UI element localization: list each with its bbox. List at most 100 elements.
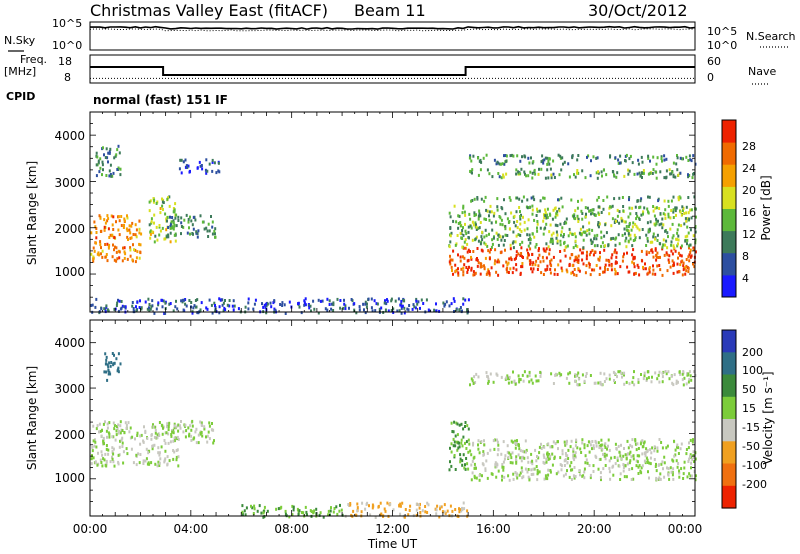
velocity-cell [518,447,521,451]
power-cell [135,308,138,312]
power-cell [191,311,194,315]
power-cell [627,232,630,236]
power-cell [132,307,135,310]
power-cell [200,164,203,167]
velocity-cell [620,443,622,447]
power-cell [655,176,658,180]
power-cell [95,174,98,178]
power-cell [694,250,697,254]
power-cell [521,240,524,244]
velocity-cell [589,443,592,447]
power-cell [263,303,266,307]
power-cell [470,255,472,259]
velocity-colorbar-frame [721,329,737,509]
power-cell [533,198,536,202]
power-cell [192,232,194,236]
velocity-cell [632,457,635,461]
power-cell [94,305,97,309]
velocity-cell [597,381,600,385]
power-cell [526,206,529,210]
power-cell [156,238,159,242]
velocity-cell [649,456,652,460]
velocity-cell [531,381,534,385]
power-cell [627,168,630,172]
power-cell [544,176,547,180]
velocity-cell [579,447,582,451]
velocity-cell [521,476,524,480]
power-cell [472,273,475,277]
velocity-cell [677,446,680,450]
power-cell [534,263,537,267]
power-cell [547,160,550,163]
velocity-cell [695,474,697,478]
power-cell [615,255,618,259]
power-cell [657,256,660,259]
power-cell [118,151,121,155]
power-cell [645,250,648,254]
power-cell [104,255,107,259]
power-cell [266,302,269,306]
velocity-cell [305,510,308,514]
velocity-cell [384,509,387,513]
velocity-cell [192,437,195,441]
power-cell [511,271,514,275]
velocity-cell [640,373,642,376]
power-cell [597,223,599,227]
power-cell [119,307,122,311]
power-cell [661,273,664,277]
velocity-cell [195,441,198,445]
power-cell [213,161,216,165]
power-cell [511,241,514,245]
velocity-cell [166,425,168,429]
power-ytick-3000: 3000 [54,176,85,190]
power-cell [577,267,580,271]
power-cell [455,220,458,224]
power-cell [676,244,679,248]
power-cell [581,212,584,215]
power-cell [433,308,436,312]
velocity-cell [546,451,549,455]
velocity-cell [516,476,519,480]
velocity-colorbar [722,330,736,509]
power-cell [188,226,190,230]
power-cell [112,243,114,247]
velocity-cell [173,424,176,428]
power-cell [197,229,200,233]
velocity-panel-frame [89,319,696,517]
velocity-cell [565,454,568,457]
power-cell [687,270,690,274]
power-cell [576,245,579,249]
power-cell [119,173,122,177]
velocity-cell [650,451,653,455]
power-cell [666,231,669,235]
power-cell [312,299,315,303]
power-cell [222,301,225,305]
power-cell [593,268,596,272]
velocity-cell [470,463,473,467]
power-cell [531,232,534,236]
velocity-cell [173,436,176,440]
velocity-cell [648,461,651,465]
velocity-cell [151,447,154,451]
power-cell [560,230,563,234]
power-cell [625,245,628,249]
power-cell [672,208,675,212]
power-cell [417,300,420,304]
velocity-cell [694,478,697,482]
power-cell [101,249,104,253]
power-cell [551,240,554,244]
power-cbar-tick-4: 4 [742,272,749,285]
power-cell [115,220,117,224]
velocity-cell [117,423,120,427]
velocity-cell [502,465,505,469]
power-cell [593,237,596,241]
velocity-cell [680,467,683,471]
xtick-0000: 00:00 [73,522,108,536]
power-cell [144,300,147,304]
power-cell [601,174,603,178]
velocity-cell [551,452,554,456]
velocity-cell [600,443,603,447]
power-cell [646,207,649,211]
velocity-cell [105,444,108,447]
power-cell [180,158,183,162]
